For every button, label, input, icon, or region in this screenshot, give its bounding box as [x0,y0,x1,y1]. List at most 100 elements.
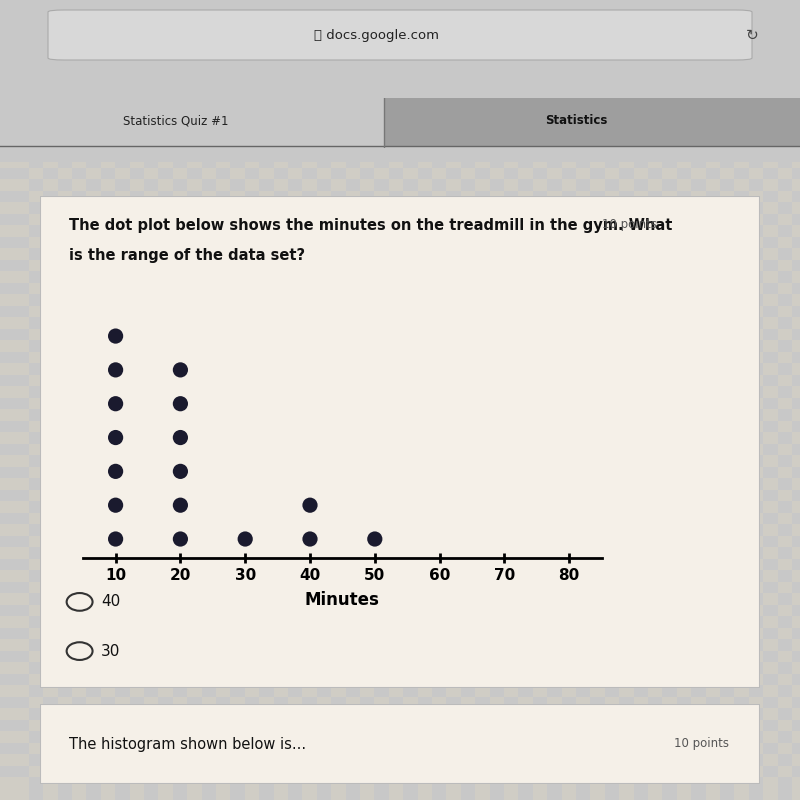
Bar [216,777,230,789]
Bar [173,719,187,731]
Bar [360,478,374,490]
Bar [360,639,374,650]
Bar [14,685,29,697]
Bar [374,398,389,410]
Bar [389,179,403,191]
Bar [130,708,144,719]
Bar [317,674,331,685]
Bar [360,662,374,674]
Bar [14,294,29,306]
Bar [14,318,29,329]
Bar [432,558,446,570]
Bar [115,490,130,502]
Bar [331,249,346,260]
Bar [259,283,274,294]
Bar [475,547,490,558]
Bar [317,444,331,455]
Bar [389,318,403,329]
Bar [0,662,14,674]
Bar [648,432,662,444]
Bar [461,444,475,455]
Bar [533,777,547,789]
Bar [331,432,346,444]
Bar [317,352,331,363]
Bar [778,697,792,708]
Bar [158,754,173,766]
Bar [792,570,800,582]
Bar [749,375,763,386]
Bar [331,593,346,605]
Bar [0,202,14,214]
Bar [518,398,533,410]
Bar [43,616,58,628]
Bar [360,754,374,766]
Bar [331,754,346,766]
Bar [187,547,202,558]
Bar [590,777,605,789]
Bar [446,593,461,605]
Bar [720,582,734,593]
Bar [533,318,547,329]
Bar [317,306,331,318]
Bar [360,570,374,582]
Bar [86,650,101,662]
Bar [648,502,662,513]
Bar [202,329,216,340]
Bar [72,432,86,444]
Bar [274,789,288,800]
Bar [230,398,245,410]
Bar [245,789,259,800]
Bar [619,386,634,398]
Bar [446,708,461,719]
Bar [302,789,317,800]
Bar [245,455,259,466]
Bar [14,777,29,789]
Bar [86,582,101,593]
Bar [202,168,216,179]
Bar [230,628,245,639]
Bar [490,719,504,731]
Bar [58,306,72,318]
Bar [778,674,792,685]
Bar [475,616,490,628]
Bar [216,179,230,191]
Bar [14,157,29,168]
Bar [389,226,403,237]
Bar [418,432,432,444]
Bar [302,524,317,536]
Bar [562,639,576,650]
Bar [461,168,475,179]
Bar [43,226,58,237]
Bar [605,558,619,570]
Bar [691,306,706,318]
Bar [590,202,605,214]
Bar [389,363,403,375]
Bar [763,616,778,628]
Bar [547,444,562,455]
Bar [72,708,86,719]
Bar [86,674,101,685]
Bar [461,214,475,226]
Bar [0,593,14,605]
Bar [389,616,403,628]
Bar [230,306,245,318]
Bar [14,593,29,605]
Bar [43,340,58,352]
Bar [518,214,533,226]
Bar [115,674,130,685]
Bar [518,536,533,547]
Bar [475,202,490,214]
Bar [245,271,259,283]
Bar [547,536,562,547]
Bar [461,237,475,249]
Bar [144,352,158,363]
Bar [202,237,216,249]
Bar [86,490,101,502]
Bar [216,685,230,697]
Bar [29,168,43,179]
Bar [230,352,245,363]
Point [174,465,187,478]
Bar [605,444,619,455]
Bar [576,605,590,616]
Bar [288,582,302,593]
